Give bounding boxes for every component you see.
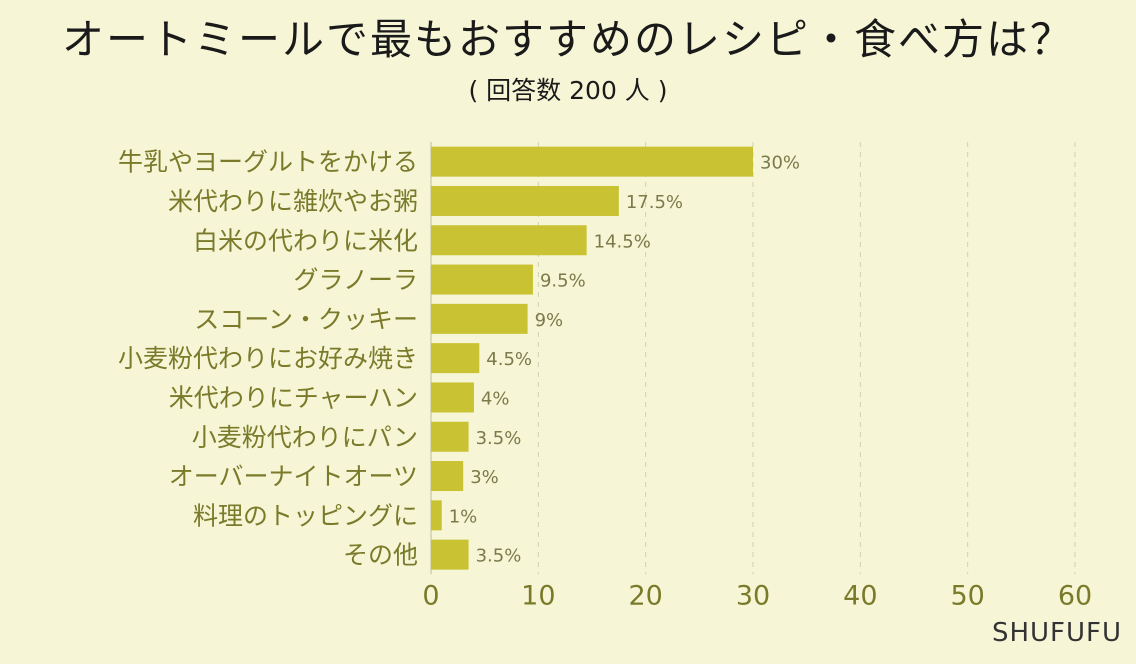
- x-tick-label: 10: [521, 580, 555, 611]
- category-label: スコーン・クッキー: [194, 305, 418, 334]
- bar: [431, 264, 533, 295]
- value-label: 3%: [470, 467, 499, 488]
- x-tick-label: 0: [422, 580, 439, 611]
- category-label: 米代わりに雑炊やお粥: [168, 187, 418, 216]
- category-label: オーバーナイトオーツ: [169, 462, 418, 491]
- chart-title: オートミールで最もおすすめのレシピ・食べ方は？: [61, 15, 1074, 64]
- value-label: 14.5%: [594, 231, 651, 252]
- value-label: 1%: [449, 506, 478, 527]
- category-label: 白米の代わりに米化: [193, 226, 418, 255]
- category-label: 牛乳やヨーグルトをかける: [118, 148, 418, 177]
- bar: [431, 185, 619, 216]
- value-label: 30%: [760, 153, 800, 174]
- category-label: グラノーラ: [293, 266, 418, 295]
- bar: [431, 421, 469, 452]
- value-label: 3.5%: [476, 546, 522, 567]
- bar: [431, 461, 464, 492]
- category-label: 米代わりにチャーハン: [169, 383, 418, 412]
- bar: [431, 146, 753, 177]
- category-label: 小麦粉代わりにお好み焼き: [118, 344, 418, 373]
- chart-subtitle: ( 回答数 200 人 ): [468, 76, 668, 105]
- value-label: 4%: [481, 388, 510, 409]
- value-label: 9.5%: [540, 271, 586, 292]
- bar: [431, 382, 474, 413]
- bar: [431, 539, 469, 570]
- value-label: 3.5%: [476, 428, 522, 449]
- value-label: 4.5%: [486, 349, 532, 370]
- bar: [431, 500, 442, 531]
- value-label: 17.5%: [626, 192, 683, 213]
- category-label: 小麦粉代わりにパン: [192, 423, 418, 452]
- bar: [431, 343, 480, 374]
- x-tick-label: 50: [950, 580, 984, 611]
- x-tick-label: 60: [1058, 580, 1092, 611]
- x-tick-label: 20: [628, 580, 662, 611]
- value-label: 9%: [535, 310, 564, 331]
- x-tick-label: 40: [843, 580, 877, 611]
- category-label: その他: [343, 541, 418, 570]
- x-tick-label: 30: [736, 580, 770, 611]
- category-label: 料理のトッピングに: [193, 501, 418, 530]
- brand-watermark: SHUFUFU: [991, 618, 1122, 648]
- bar: [431, 225, 587, 256]
- bar: [431, 303, 528, 334]
